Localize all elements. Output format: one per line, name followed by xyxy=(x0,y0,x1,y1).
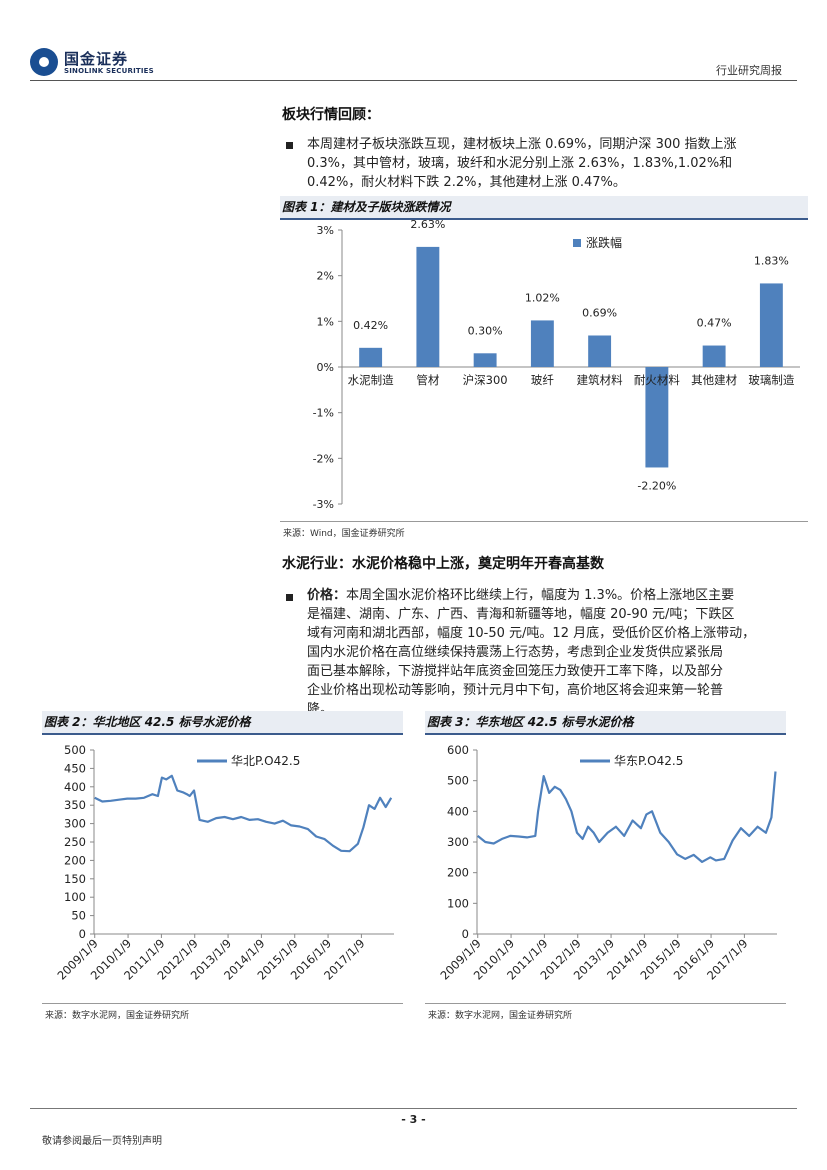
y-tick-label: 0 xyxy=(79,927,86,941)
data-label: 0.42% xyxy=(353,319,388,332)
page-number: - 3 - xyxy=(401,1113,426,1126)
section2-line: 价格：本周全国水泥价格环比继续上行，幅度为 1.3%。价格上涨地区主要 xyxy=(307,586,787,605)
y-tick-label: 3% xyxy=(317,224,334,237)
y-tick-label: 150 xyxy=(64,872,86,886)
section2-line: 面已基本解除，下游搅拌站年底资金回笼压力致使开工率下降，以及部分 xyxy=(307,664,724,679)
y-tick-label: 500 xyxy=(64,743,86,757)
data-label: 2.63% xyxy=(410,220,445,231)
legend-swatch xyxy=(573,239,581,247)
figure1-source: 来源：Wind，国金证券研究所 xyxy=(283,529,405,539)
figure3-source: 来源：数字水泥网，国金证券研究所 xyxy=(428,1011,573,1021)
data-label: 0.30% xyxy=(468,324,503,337)
y-tick-label: 200 xyxy=(447,866,469,880)
section1-line: 本周建材子板块涨跌互现，建材板块上涨 0.69%，同期沪深 300 指数上涨 xyxy=(307,137,737,152)
series-line xyxy=(477,771,777,864)
y-tick-label: 600 xyxy=(447,743,469,757)
bar xyxy=(530,320,554,367)
section2-line: 是福建、湖南、广东、广西、青海和新疆等地，幅度 20-90 元/吨；下跌区 xyxy=(307,607,735,622)
data-label: -2.20% xyxy=(637,479,676,492)
figure3-title-bar: 图表 3：华东地区 42.5 标号水泥价格 xyxy=(425,711,786,735)
figure2-source: 来源：数字水泥网，国金证券研究所 xyxy=(45,1011,190,1021)
x-tick-label: 玻纤 xyxy=(531,373,554,387)
section2-line: 域有河南和湖北西部，幅度 10-50 元/吨。12 月底，受低价区价格上涨带动， xyxy=(307,626,756,641)
bar xyxy=(702,345,726,367)
logo-mark-icon xyxy=(30,48,58,76)
figure1-title: 图表 1：建材及子版块涨跌情况 xyxy=(282,200,451,214)
logo-en-text: SINOLINK SECURITIES xyxy=(64,67,154,75)
bar xyxy=(473,353,497,367)
x-tick-label: 沪深300 xyxy=(463,373,508,387)
y-tick-label: 250 xyxy=(64,835,86,849)
section1-line: 0.3%，其中管材，玻璃，玻纤和水泥分别上涨 2.63%，1.83%,1.02%… xyxy=(307,156,733,171)
y-tick-label: 100 xyxy=(64,890,86,904)
y-tick-label: 200 xyxy=(64,853,86,867)
figure3-line-chart: 01002003004005006002009/1/92010/1/92011/… xyxy=(437,743,777,983)
legend-label: 华北P.O42.5 xyxy=(231,754,300,768)
y-tick-label: 500 xyxy=(447,774,469,788)
y-tick-label: 0% xyxy=(317,361,334,374)
figure2-bottom-rule xyxy=(42,1003,403,1004)
logo-cn-text: 国金证券 xyxy=(64,50,129,68)
legend-label: 华东P.O42.5 xyxy=(614,754,683,768)
figure1-title-bar: 图表 1：建材及子版块涨跌情况 xyxy=(280,196,808,220)
x-tick-label: 管材 xyxy=(416,373,439,387)
section2-line: 企业价格出现松动等影响，预计元月中下旬，高价地区将会迎来第一轮普 xyxy=(307,683,724,698)
bullet-label: 价格： xyxy=(307,588,347,603)
y-tick-label: 50 xyxy=(71,909,86,923)
y-tick-label: 100 xyxy=(447,896,469,910)
figure2-title-bar: 图表 2：华北地区 42.5 标号水泥价格 xyxy=(42,711,403,735)
figure2-title: 图表 2：华北地区 42.5 标号水泥价格 xyxy=(44,715,251,729)
figure3-title: 图表 3：华东地区 42.5 标号水泥价格 xyxy=(427,715,634,729)
y-tick-label: 300 xyxy=(64,817,86,831)
section1-line: 0.42%，耐火材料下跌 2.2%，其他建材上涨 0.47%。 xyxy=(307,175,626,190)
x-tick-label: 耐火材料 xyxy=(634,373,680,387)
bar xyxy=(645,367,669,468)
bar xyxy=(416,246,440,367)
y-tick-label: -3% xyxy=(313,498,334,511)
data-label: 1.02% xyxy=(525,291,560,304)
y-tick-label: 0 xyxy=(462,927,469,941)
y-tick-label: 300 xyxy=(447,835,469,849)
x-tick-label: 玻璃制造 xyxy=(748,373,794,387)
section2-line-text: 本周全国水泥价格环比继续上行，幅度为 1.3%。价格上涨地区主要 xyxy=(346,588,735,603)
data-label: 0.69% xyxy=(582,306,617,319)
x-tick-label: 建筑材料 xyxy=(577,373,623,387)
footer-disclaimer: 敬请参阅最后一页特别声明 xyxy=(42,1136,162,1147)
x-tick-label: 其他建材 xyxy=(691,373,737,387)
section2-line: 国内水泥价格在高位继续保持震荡上行态势，考虑到企业发货供应紧张局 xyxy=(307,645,724,660)
figure1-bottom-rule xyxy=(280,521,808,522)
figure3-bottom-rule xyxy=(425,1003,786,1004)
y-tick-label: 350 xyxy=(64,798,86,812)
report-type: 行业研究周报 xyxy=(716,64,782,77)
bullet-marker xyxy=(286,142,293,149)
figure1-bar-chart: 3% 2% 1% 0% -1% -2% -3% 水泥制造 0.42% 管材 2.63% 沪深300 0.… xyxy=(313,220,800,511)
section2-paragraph: 价格：本周全国水泥价格环比继续上行，幅度为 1.3%。价格上涨地区主要 是福建、… xyxy=(307,586,787,719)
y-tick-label: 1% xyxy=(317,315,334,328)
section-title-market-review: 板块行情回顾： xyxy=(282,107,380,123)
y-tick-label: 450 xyxy=(64,761,86,775)
legend-label: 涨跌幅 xyxy=(586,235,622,250)
data-label: 0.47% xyxy=(697,317,732,330)
bar xyxy=(359,347,383,367)
series-line xyxy=(94,774,393,853)
section-title-cement: 水泥行业：水泥价格稳中上涨，奠定明年开春高基数 xyxy=(282,556,604,572)
x-tick-label: 水泥制造 xyxy=(348,373,394,387)
footer-divider xyxy=(30,1108,797,1109)
y-tick-label: 400 xyxy=(64,780,86,794)
bar xyxy=(588,335,612,367)
data-label: 1.83% xyxy=(754,254,789,267)
y-tick-label: 400 xyxy=(447,804,469,818)
figure2-line-chart: 0501001502002503003504004505002009/1/920… xyxy=(54,743,394,983)
company-logo: 国金证券 SINOLINK SECURITIES xyxy=(30,46,160,80)
bullet-marker xyxy=(286,594,293,601)
bar xyxy=(759,283,783,367)
y-tick-label: -2% xyxy=(313,452,334,465)
section1-paragraph: 本周建材子板块涨跌互现，建材板块上涨 0.69%，同期沪深 300 指数上涨 0… xyxy=(307,135,787,192)
y-tick-label: -1% xyxy=(313,407,334,420)
y-tick-label: 2% xyxy=(317,270,334,283)
header-divider xyxy=(30,80,797,81)
